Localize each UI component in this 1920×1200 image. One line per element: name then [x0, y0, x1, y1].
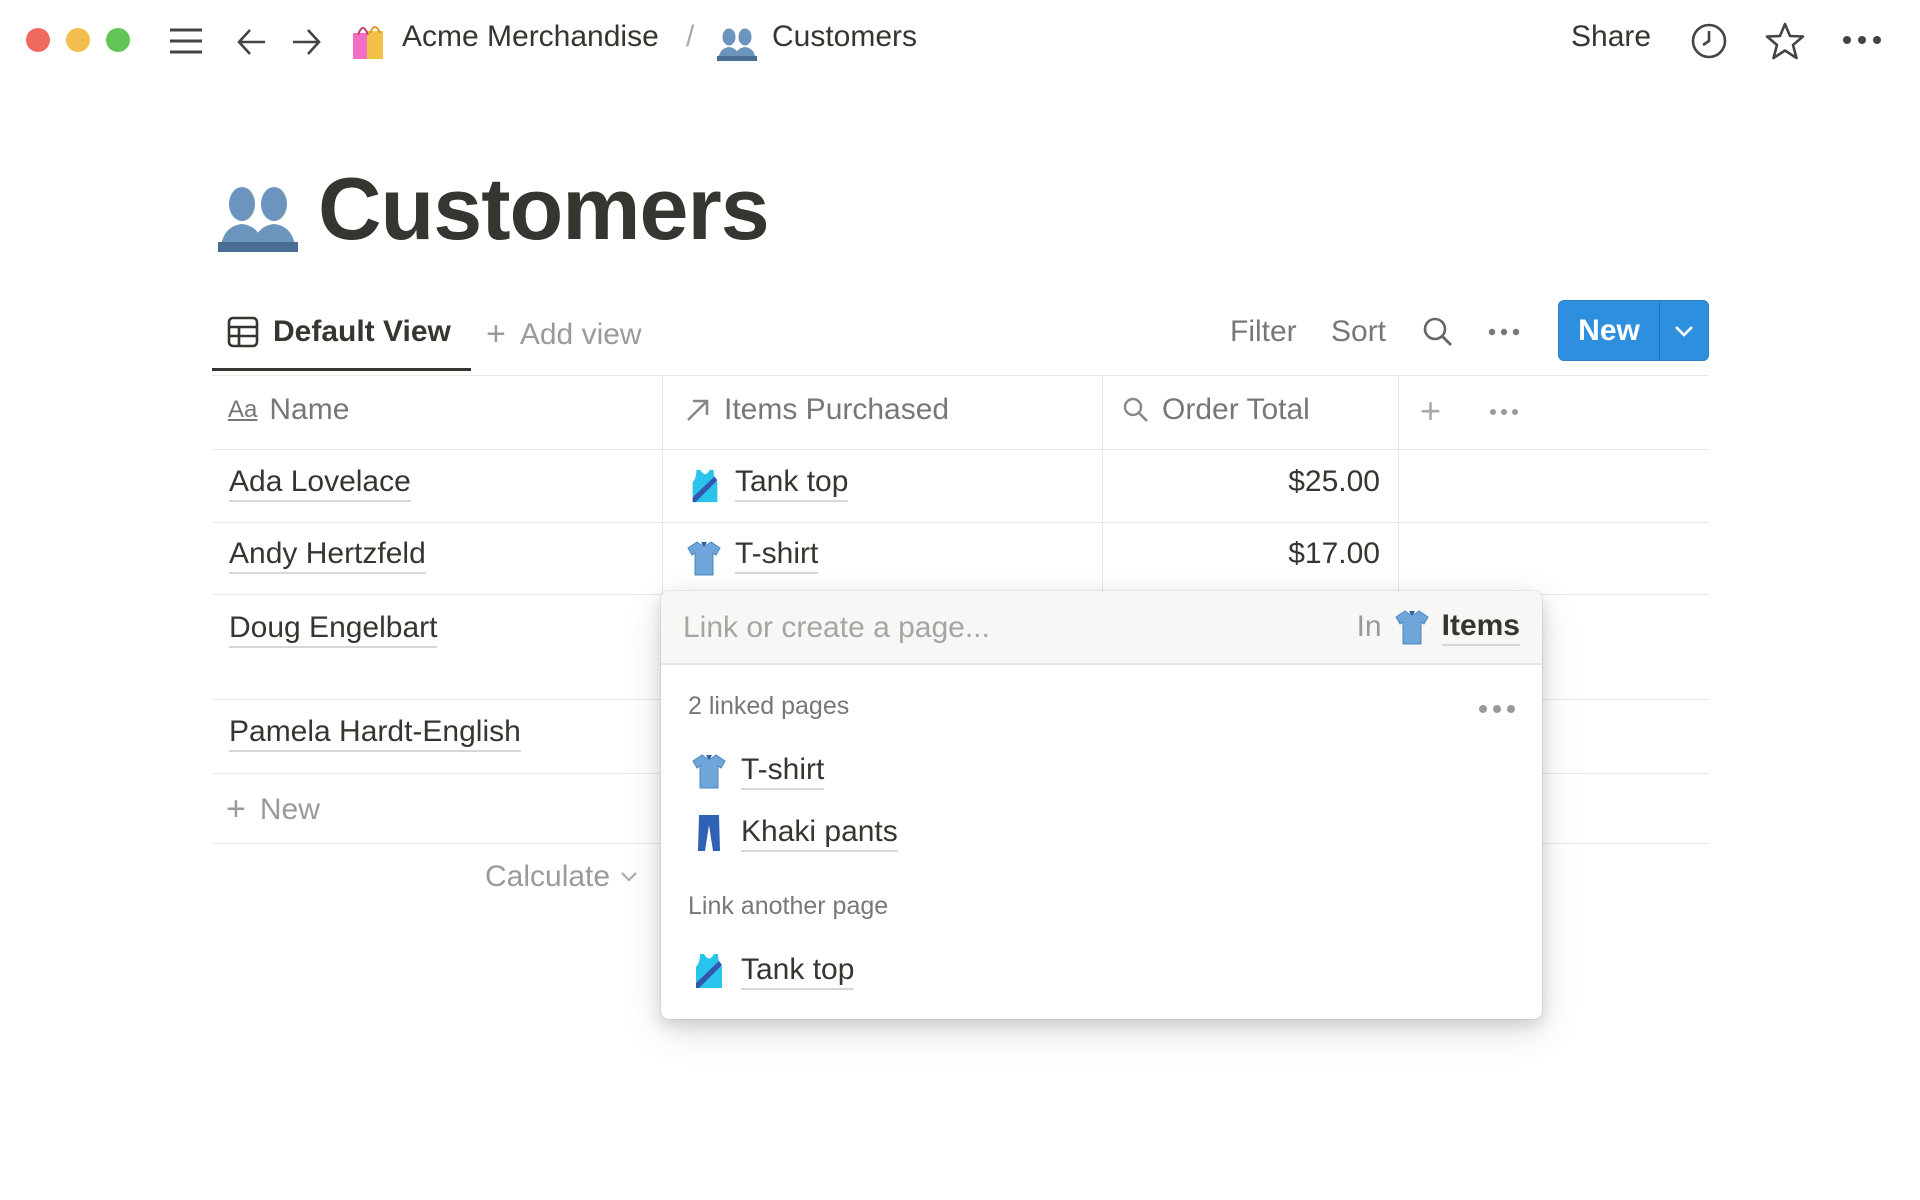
chevron-down-icon	[1675, 325, 1693, 337]
add-view-button[interactable]: + Add view	[486, 315, 642, 354]
jeans-icon	[689, 813, 729, 853]
link-search-input[interactable]: Link or create a page...	[683, 611, 990, 644]
breadcrumb-separator: /	[686, 20, 695, 53]
search-icon	[1123, 397, 1148, 422]
text-icon: Aa	[228, 396, 258, 423]
database-scope[interactable]: In Items	[1357, 607, 1520, 647]
popup-search-bar: Link or create a page... In Items	[661, 591, 1542, 665]
tshirt-icon	[684, 538, 724, 578]
add-view-label: Add view	[519, 317, 642, 351]
menu-icon[interactable]	[166, 24, 206, 58]
tank-top-icon	[686, 466, 724, 506]
plus-icon: +	[486, 315, 506, 353]
clock-icon[interactable]	[1688, 20, 1730, 62]
column-header-order-total[interactable]: Order Total	[1122, 393, 1310, 427]
zoom-window-button[interactable]	[106, 28, 130, 52]
minimize-window-button[interactable]	[66, 28, 90, 52]
view-more-icon[interactable]	[1486, 320, 1522, 344]
row-name[interactable]: Doug Engelbart	[229, 611, 438, 648]
row-name[interactable]: Ada Lovelace	[229, 465, 411, 502]
linked-item[interactable]: T-shirt	[689, 751, 825, 791]
breadcrumb-acme-merchandise[interactable]: Acme Merchandise	[402, 20, 659, 53]
linked-more-icon[interactable]	[1478, 701, 1516, 719]
row-total: $25.00	[1288, 465, 1380, 498]
linked-item-label: T-shirt	[741, 753, 825, 790]
sort-button[interactable]: Sort	[1331, 315, 1387, 348]
search-icon[interactable]	[1420, 314, 1456, 350]
calculate-button[interactable]: Calculate	[485, 860, 638, 894]
breadcrumb-customers[interactable]: Customers	[772, 20, 918, 53]
shopping-bags-icon	[346, 20, 388, 62]
in-label: In	[1356, 610, 1382, 643]
calculate-label: Calculate	[485, 860, 611, 893]
linked-pages-header: 2 linked pages	[688, 692, 850, 720]
new-button-group: New	[1558, 300, 1709, 361]
row-name[interactable]: Andy Hertzfeld	[229, 537, 426, 574]
plus-icon: +	[226, 790, 246, 828]
busts-icon	[716, 24, 758, 62]
relation-arrow-icon	[687, 399, 709, 421]
column-header-name[interactable]: Aa Name	[228, 393, 349, 427]
relation-popup: Link or create a page... In Items 2 link…	[661, 591, 1542, 1019]
add-row-button[interactable]: + New	[226, 790, 320, 829]
new-button[interactable]: New	[1578, 313, 1640, 347]
link-another-header: Link another page	[688, 892, 889, 920]
row-item[interactable]: T-shirt	[735, 537, 819, 574]
tab-underline	[212, 368, 471, 371]
link-candidate-label: Tank top	[741, 953, 855, 990]
filter-button[interactable]: Filter	[1230, 315, 1297, 348]
column-label: Order Total	[1162, 393, 1310, 426]
tab-default-view[interactable]: Default View	[273, 315, 451, 348]
row-name[interactable]: Pamela Hardt-English	[229, 715, 521, 752]
link-candidate-item[interactable]: Tank top	[689, 951, 855, 991]
column-header-items-purchased[interactable]: Items Purchased	[684, 393, 949, 427]
add-row-label: New	[259, 792, 320, 826]
chevron-down-icon	[621, 872, 637, 882]
linked-item[interactable]: Khaki pants	[689, 813, 898, 853]
row-total: $17.00	[1288, 537, 1380, 570]
back-arrow-icon[interactable]	[232, 22, 272, 62]
share-button[interactable]: Share	[1571, 20, 1652, 53]
close-window-button[interactable]	[26, 28, 50, 52]
column-more-icon[interactable]	[1488, 400, 1520, 424]
column-label: Items Purchased	[724, 393, 950, 426]
more-icon[interactable]	[1840, 28, 1884, 52]
table-icon	[226, 315, 260, 349]
column-label: Name	[269, 393, 350, 426]
tshirt-icon	[1392, 607, 1432, 647]
new-dropdown-button[interactable]	[1659, 301, 1708, 360]
row-item[interactable]: Tank top	[735, 465, 849, 502]
page-icon-busts[interactable]	[218, 182, 298, 252]
database-name: Items	[1441, 609, 1520, 646]
tank-top-icon	[689, 951, 729, 991]
page-title[interactable]: Customers	[318, 159, 770, 258]
add-column-button[interactable]: +	[1420, 390, 1442, 431]
forward-arrow-icon[interactable]	[286, 22, 326, 62]
tshirt-icon	[689, 751, 729, 791]
star-icon[interactable]	[1764, 20, 1806, 62]
linked-item-label: Khaki pants	[741, 815, 898, 852]
